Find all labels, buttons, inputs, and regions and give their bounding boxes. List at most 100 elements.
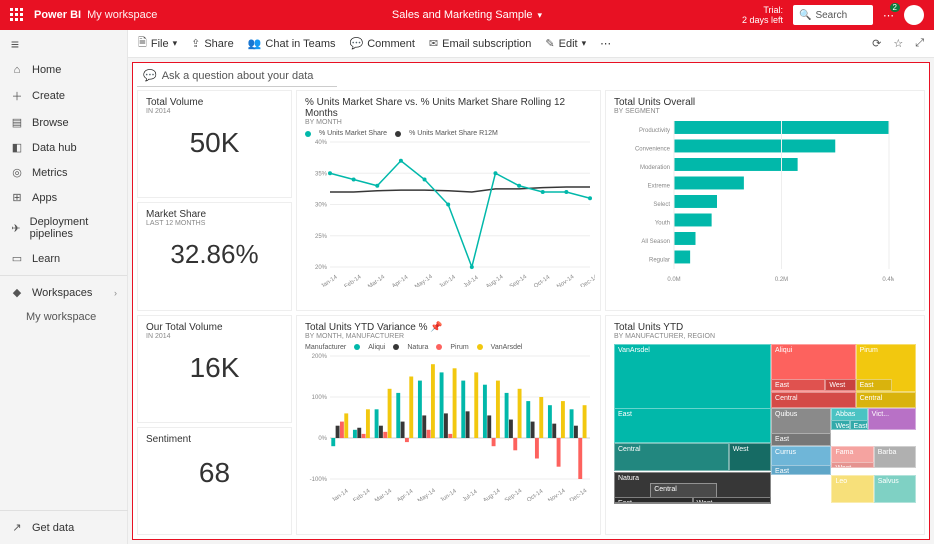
nav-create[interactable]: ＋Create [0,82,127,110]
tile-sentiment[interactable]: Sentiment 68 [137,427,292,535]
search-icon: 🔍 [799,10,811,21]
kpi-market-share-value: 32.86% [146,231,283,270]
avatar[interactable] [904,5,924,25]
svg-text:Select: Select [653,202,670,208]
treemap-cell[interactable]: West [729,443,771,472]
svg-text:Nov-14: Nov-14 [556,274,576,287]
svg-text:25%: 25% [315,234,328,240]
cmd-comment[interactable]: 💬Comment [350,37,415,50]
chevron-right-icon: › [114,288,117,298]
nav-my-workspace[interactable]: My workspace [0,305,127,329]
svg-text:Mar-14: Mar-14 [367,274,387,287]
svg-text:Oct-14: Oct-14 [533,274,552,287]
tile-treemap[interactable]: Total Units YTD BY MANUFACTURER, REGION … [605,315,925,536]
cmd-edit[interactable]: ✎Edit▾ [545,37,586,50]
treemap-cell[interactable]: West [825,379,855,392]
svg-text:0.0M: 0.0M [667,277,680,283]
favorite-icon[interactable]: ☆ [893,37,903,50]
treemap-cell[interactable]: West [831,462,873,468]
treemap-cell[interactable]: Leo [831,475,873,504]
nav-pipelines[interactable]: ✈Deployment pipelines [0,210,127,246]
chevron-down-icon: ▾ [538,10,543,21]
nav-home[interactable]: ⌂Home [0,58,127,82]
tile-vbar[interactable]: Total Units YTD Variance % 📌 BY MONTH, M… [296,315,601,536]
nav-browse[interactable]: ▤Browse [0,110,127,135]
treemap-cell[interactable]: East [771,379,825,392]
svg-text:Regular: Regular [649,257,670,263]
tile-hbar[interactable]: Total Units Overall BY SEGMENT Productiv… [605,90,925,311]
svg-text:May-14: May-14 [417,487,437,500]
svg-text:Sep-14: Sep-14 [504,487,524,500]
svg-text:Youth: Youth [655,220,670,226]
qna-input[interactable]: 💬 Ask a question about your data [137,67,337,87]
refresh-icon[interactable]: ⟳ [872,37,881,50]
nav-workspaces[interactable]: ◆Workspaces› [0,280,127,305]
cmd-chat[interactable]: 👥Chat in Teams [248,37,336,50]
hamburger-icon[interactable]: ≡ [0,30,30,58]
edit-icon: ✎ [545,37,554,50]
svg-text:35%: 35% [315,171,328,177]
treemap-cell[interactable]: East [850,420,868,430]
plus-icon: ＋ [10,88,24,104]
cmd-share[interactable]: ⇪Share [191,37,234,50]
app-launcher-icon[interactable] [10,8,24,22]
cmd-more[interactable]: ⋯ [600,37,611,50]
treemap-cell[interactable]: East [614,408,771,443]
treemap-cell[interactable]: East [771,433,831,446]
svg-text:Moderation: Moderation [640,165,670,171]
workspace-crumb[interactable]: My workspace [87,9,157,21]
svg-text:Aug-14: Aug-14 [482,487,502,500]
svg-text:200%: 200% [312,354,328,360]
svg-text:Feb-14: Feb-14 [344,274,364,287]
svg-text:All Season: All Season [641,239,670,245]
kpi-sentiment-value: 68 [146,449,283,489]
tile-market-share[interactable]: Market Share LAST 12 MONTHS 32.86% [137,202,292,310]
treemap-cell[interactable]: Vict... [868,408,916,430]
nav-metrics[interactable]: ◎Metrics [0,160,127,185]
tile-line-chart[interactable]: % Units Market Share vs. % Units Market … [296,90,601,311]
dashboard-canvas: 💬 Ask a question about your data Total V… [132,62,930,540]
svg-text:Dec-14: Dec-14 [569,487,589,500]
treemap-cell[interactable]: Central [614,443,729,472]
svg-text:Jan-14: Jan-14 [320,274,339,287]
nav-learn[interactable]: ▭Learn [0,246,127,271]
nav-datahub[interactable]: ◧Data hub [0,135,127,160]
svg-text:Jan-14: Jan-14 [331,488,350,501]
cmd-file[interactable]: 🗎File▾ [138,34,177,53]
cmd-email[interactable]: ✉Email subscription [429,37,531,50]
treemap-cell[interactable]: East [614,497,693,503]
vbar-legend: Manufacturer Aliqui Natura Pirum VanArsd… [305,344,592,351]
search-input[interactable]: 🔍 Search [793,5,873,25]
svg-text:Apr-14: Apr-14 [396,488,415,501]
treemap-cell[interactable]: East [771,465,831,475]
notification-badge: 2 [890,3,900,12]
treemap-cell[interactable]: Central [856,392,916,408]
treemap-cell[interactable]: Central [771,392,856,408]
pipelines-icon: ✈ [10,222,22,235]
treemap-svg: VanArsdelEastCentralWestNaturaCentralEas… [614,344,916,504]
tile-total-volume[interactable]: Total Volume IN 2014 50K [137,90,292,198]
qna-icon: 💬 [143,69,157,82]
svg-text:Dec-14: Dec-14 [580,274,595,287]
nav-getdata[interactable]: ↗Get data [0,515,128,540]
svg-text:Extreme: Extreme [648,183,671,189]
pin-icon[interactable]: 📌 [430,322,442,333]
svg-text:Feb-14: Feb-14 [352,487,372,500]
svg-text:Convenience: Convenience [635,146,671,152]
learn-icon: ▭ [10,252,24,265]
treemap-cell[interactable]: Barba [874,446,916,468]
treemap-cell[interactable]: West [831,420,849,430]
svg-text:40%: 40% [315,140,328,146]
more-menu[interactable]: ⋯2 [883,9,894,22]
nav-apps[interactable]: ⊞Apps [0,185,127,210]
svg-text:May-14: May-14 [414,274,434,287]
comment-icon: 💬 [350,37,364,50]
apps-icon: ⊞ [10,191,24,204]
report-title-dropdown[interactable]: Sales and Marketing Sample ▾ [392,9,542,21]
line-chart-legend: % Units Market Share % Units Market Shar… [305,130,592,137]
fullscreen-icon[interactable]: ⤢ [915,37,924,50]
tile-our-volume[interactable]: Our Total Volume IN 2014 16K [137,315,292,423]
treemap-cell[interactable]: Salvus [874,475,916,504]
treemap-cell[interactable]: East [856,379,892,392]
treemap-cell[interactable]: West [693,497,772,503]
